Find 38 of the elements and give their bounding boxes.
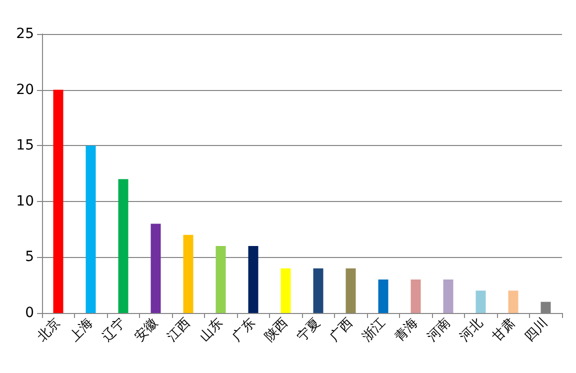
bar bbox=[443, 280, 454, 313]
y-tick-label: 20 bbox=[16, 82, 34, 98]
y-tick-label: 0 bbox=[25, 305, 34, 321]
x-tick-label: 辽宁 bbox=[98, 314, 129, 345]
x-tick-label: 上海 bbox=[67, 316, 96, 345]
y-tick-label: 10 bbox=[16, 193, 34, 210]
y-tick-label: 15 bbox=[16, 138, 34, 154]
x-tick-label: 安徽 bbox=[131, 314, 162, 345]
x-tick-label: 山东 bbox=[197, 316, 226, 345]
y-tick-label: 25 bbox=[16, 26, 34, 42]
x-tick-label: 河北 bbox=[457, 316, 486, 345]
bar bbox=[476, 290, 486, 313]
x-tick-label: 北京 bbox=[34, 316, 64, 345]
x-tick-label: 甘肃 bbox=[490, 316, 519, 345]
bar bbox=[53, 90, 64, 313]
bar bbox=[378, 280, 388, 313]
bar bbox=[346, 268, 356, 313]
x-tick-label: 广东 bbox=[230, 316, 259, 345]
x-tick-label: 青海 bbox=[392, 316, 422, 345]
bar bbox=[86, 146, 96, 313]
x-tick-label: 四川 bbox=[522, 316, 552, 345]
bar bbox=[280, 268, 291, 313]
bar bbox=[410, 280, 421, 313]
x-tick-label: 浙江 bbox=[360, 316, 389, 345]
bar bbox=[540, 302, 551, 313]
y-tick-label: 5 bbox=[25, 249, 34, 266]
x-tick-label: 宁夏 bbox=[294, 314, 324, 345]
bar bbox=[183, 234, 194, 313]
bar bbox=[508, 290, 518, 313]
x-tick-label: 河南 bbox=[424, 316, 454, 345]
x-tick-label: 广西 bbox=[327, 316, 356, 345]
bar bbox=[150, 224, 161, 313]
bar bbox=[118, 179, 128, 313]
bar bbox=[248, 246, 258, 313]
bar bbox=[216, 246, 226, 313]
x-tick-label: 陕西 bbox=[262, 316, 292, 345]
x-tick-label: 江西 bbox=[164, 316, 194, 345]
bar bbox=[313, 268, 324, 313]
